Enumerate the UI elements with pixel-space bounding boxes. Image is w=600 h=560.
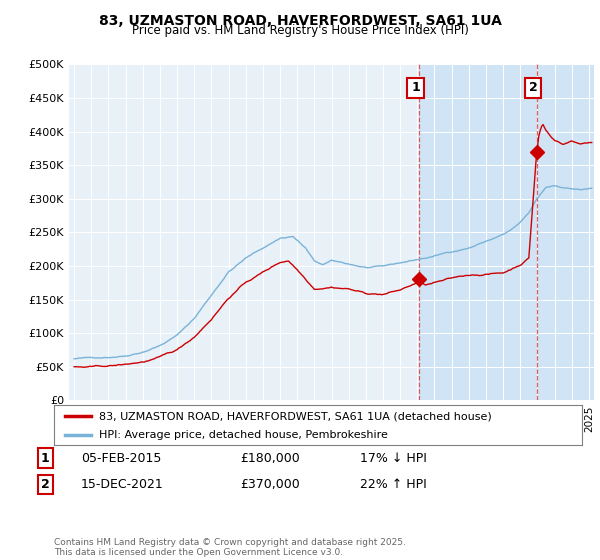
Bar [536,64,594,400]
Text: Contains HM Land Registry data © Crown copyright and database right 2025.
This d: Contains HM Land Registry data © Crown c… [54,538,406,557]
Text: HPI: Average price, detached house, Pembrokeshire: HPI: Average price, detached house, Pemb… [99,430,388,440]
Text: 1: 1 [41,451,49,465]
Text: 05-FEB-2015: 05-FEB-2015 [81,451,161,465]
Text: 1: 1 [411,81,420,95]
Text: 83, UZMASTON ROAD, HAVERFORDWEST, SA61 1UA (detached house): 83, UZMASTON ROAD, HAVERFORDWEST, SA61 1… [99,411,491,421]
Text: 22% ↑ HPI: 22% ↑ HPI [360,478,427,491]
Text: 83, UZMASTON ROAD, HAVERFORDWEST, SA61 1UA: 83, UZMASTON ROAD, HAVERFORDWEST, SA61 1… [98,14,502,28]
Text: Price paid vs. HM Land Registry's House Price Index (HPI): Price paid vs. HM Land Registry's House … [131,24,469,37]
Text: 15-DEC-2021: 15-DEC-2021 [81,478,164,491]
Text: £180,000: £180,000 [240,451,300,465]
Text: 2: 2 [529,81,538,95]
Text: 2: 2 [41,478,49,491]
Text: £370,000: £370,000 [240,478,300,491]
Text: 17% ↓ HPI: 17% ↓ HPI [360,451,427,465]
Bar [419,64,536,400]
